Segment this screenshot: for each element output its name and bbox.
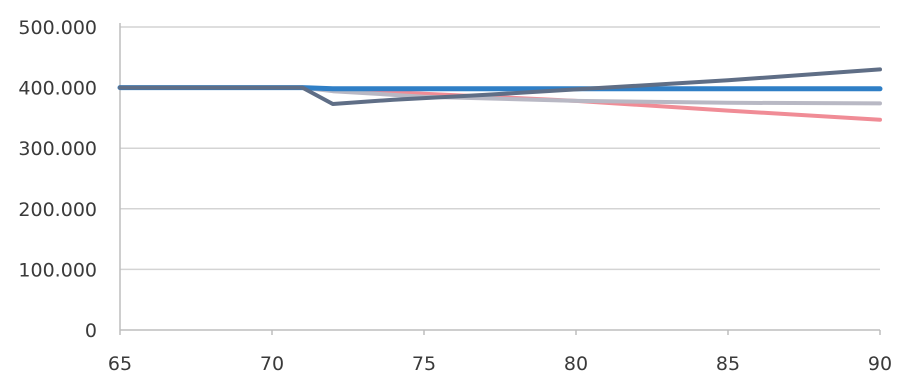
y-tick-label: 500.000 (18, 17, 97, 39)
y-axis-tick-labels: 0 100.000 200.000 300.000 400.000 500.000 (18, 17, 97, 342)
y-tick-label: 300.000 (18, 138, 97, 160)
series-lines (117, 67, 883, 122)
y-tick-label: 200.000 (18, 199, 97, 221)
x-tick-label: 85 (716, 353, 740, 375)
series-line-4 (118, 67, 882, 106)
y-tick-label: 100.000 (18, 259, 97, 281)
x-axis-tick-labels: 65 70 75 80 85 90 (108, 353, 892, 375)
x-tick-label: 80 (564, 353, 588, 375)
x-tick-label: 90 (868, 353, 892, 375)
gridlines (120, 26, 880, 271)
y-tick-label: 400.000 (18, 78, 97, 100)
axes (119, 23, 881, 335)
y-tick-label: 0 (85, 320, 97, 342)
x-tick-label: 70 (260, 353, 284, 375)
x-tick-label: 65 (108, 353, 132, 375)
x-tick-label: 75 (412, 353, 436, 375)
